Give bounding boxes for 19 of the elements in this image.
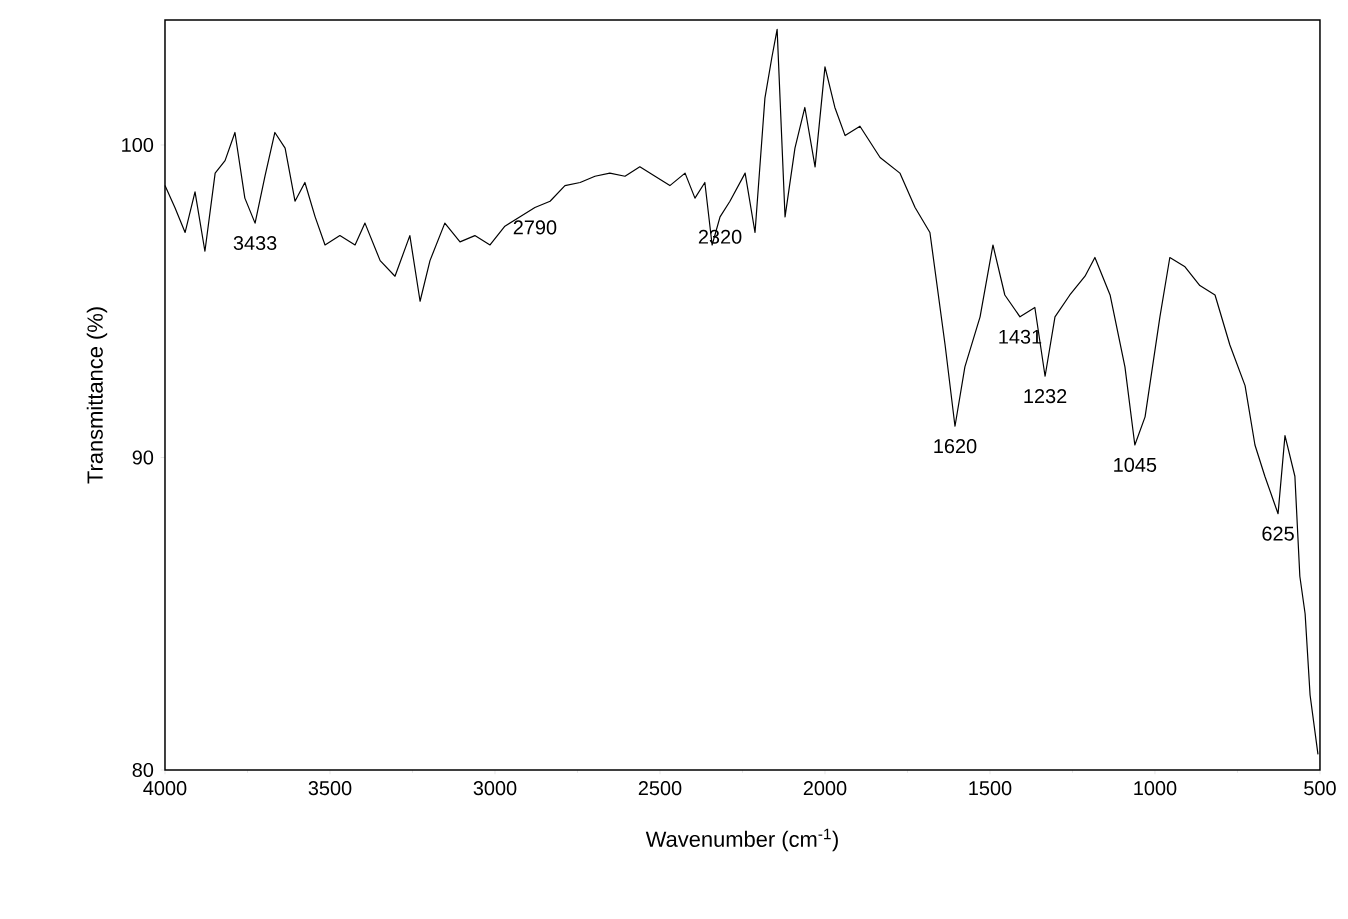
annotation: 3433	[233, 235, 277, 251]
annotation: 1232	[1024, 389, 1067, 404]
y-axis-title: Transmittance (%)	[86, 307, 108, 484]
x-tick-label: 1000	[1134, 781, 1177, 796]
annotation: 625	[1262, 526, 1294, 541]
x-axis-title: Wavenumber (cm$^{-1}$)	[645, 828, 838, 852]
y-tick-label: 90	[132, 450, 154, 465]
x-tick-label: 3500	[308, 781, 352, 796]
annotation: 1620	[934, 439, 977, 454]
x-tick-label: 4000	[143, 781, 187, 796]
annotation: 2790	[513, 220, 557, 235]
x-tick-label: 500	[1304, 781, 1336, 796]
x-tick-label: 2500	[638, 781, 682, 796]
annotation: 1045	[1114, 457, 1157, 472]
y-tick-label: 80	[132, 762, 154, 778]
y-tick-label: 100	[122, 137, 154, 153]
x-tick-label: 2000	[803, 781, 847, 796]
x-tick-label: 3000	[473, 781, 517, 796]
x-tick-label: 1500	[969, 781, 1012, 796]
